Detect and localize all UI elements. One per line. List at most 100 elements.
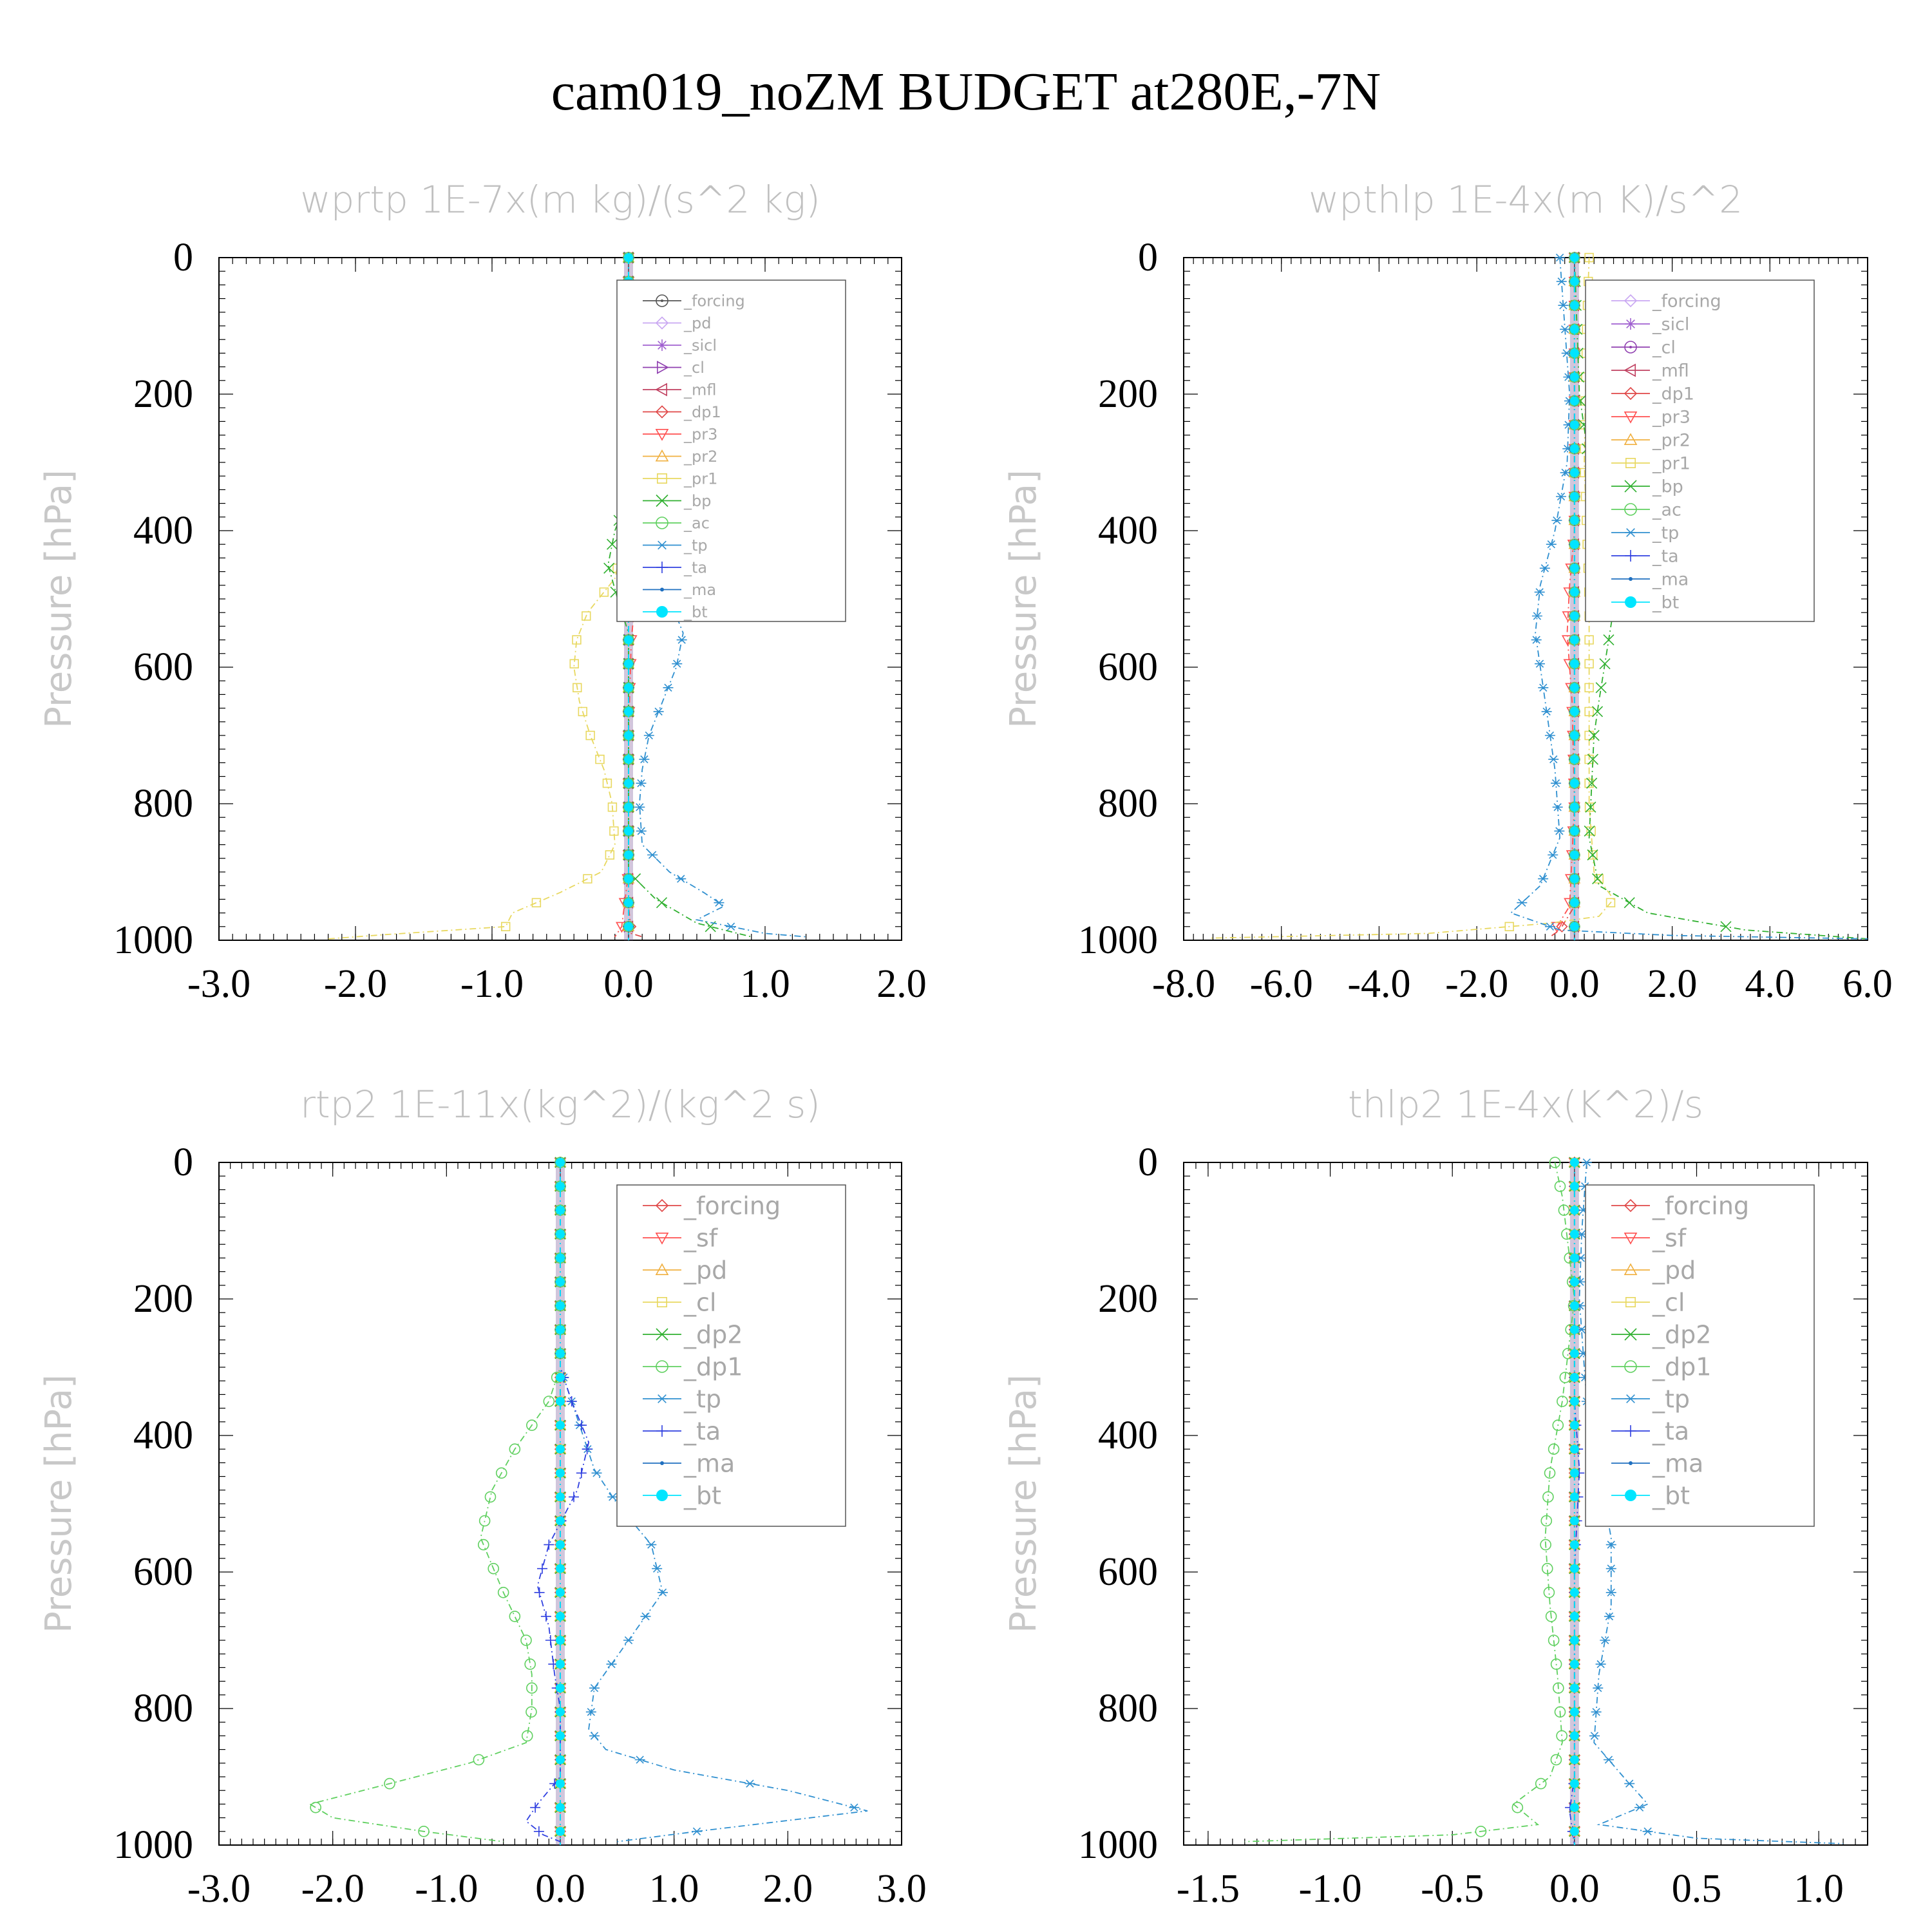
series-marker <box>624 874 633 884</box>
series-marker <box>509 1443 521 1455</box>
series-marker <box>1584 659 1594 668</box>
series-marker <box>1605 898 1616 907</box>
legend-box <box>1585 1184 1815 1527</box>
series-marker <box>646 1540 657 1549</box>
x-tick-label: 2.0 <box>876 962 927 1006</box>
series-marker <box>1569 755 1579 764</box>
minor-ticks <box>1183 257 1868 941</box>
series-marker <box>1569 898 1579 907</box>
series-marker <box>1551 779 1562 788</box>
series-marker <box>1552 803 1563 811</box>
legend-label: _ta <box>683 1417 721 1445</box>
legend-marker <box>656 562 668 573</box>
series-marker <box>1586 826 1596 836</box>
panel-title: thlp2 1E-4x(K^2)/s <box>1348 1083 1703 1126</box>
legend-marker <box>656 294 668 307</box>
legend-label: _pr2 <box>1652 430 1690 450</box>
series-marker <box>643 731 654 740</box>
series-marker <box>623 1636 634 1645</box>
series-marker <box>573 683 582 692</box>
legend-label: _ac <box>683 514 710 532</box>
series-marker <box>569 659 579 668</box>
legend-marker <box>1624 386 1638 401</box>
series-marker <box>1624 1779 1635 1788</box>
legend-label: _forcing <box>1652 291 1721 311</box>
legend-label: _pr3 <box>1652 407 1690 427</box>
series-marker <box>556 1277 565 1287</box>
series-marker <box>583 874 592 884</box>
series-marker <box>624 850 633 860</box>
series-marker <box>1569 635 1579 645</box>
series-marker <box>520 1634 532 1646</box>
y-tick-label: 1000 <box>1078 1823 1158 1867</box>
legend-marker <box>1624 433 1638 445</box>
series-marker <box>1569 1516 1579 1526</box>
series-marker <box>1569 1611 1579 1621</box>
series-marker <box>1584 252 1594 263</box>
series-marker <box>1569 779 1579 788</box>
series-line <box>525 1162 590 1842</box>
series-marker <box>1554 1706 1566 1718</box>
panel-title: wpthlp 1E-4x(m K)/s^2 <box>1309 178 1743 222</box>
series-marker <box>1553 1682 1564 1694</box>
series-marker <box>556 1372 565 1382</box>
series-marker <box>1569 1397 1579 1406</box>
legend-marker <box>1625 1490 1636 1501</box>
legend-label: _ta <box>1652 1417 1689 1445</box>
legend-label: _pr1 <box>1652 453 1690 473</box>
series-marker <box>1504 922 1514 931</box>
series-marker <box>1569 1587 1579 1597</box>
series-marker <box>566 1396 577 1406</box>
legend-marker <box>1624 1263 1638 1275</box>
legend-marker <box>1625 458 1636 468</box>
series-marker <box>634 803 645 811</box>
legend-label: _ma <box>683 1449 735 1477</box>
series-marker <box>1569 253 1579 262</box>
series-marker <box>1549 1157 1561 1168</box>
legend-marker <box>655 405 669 419</box>
x-tick-label: 0.0 <box>1549 1867 1600 1911</box>
legend-marker <box>656 606 668 618</box>
legend-label: _bp <box>1652 477 1683 497</box>
y-tick-label: 0 <box>173 1141 193 1184</box>
x-tick-label: 3.0 <box>876 1867 927 1911</box>
legend-marker <box>1625 528 1636 537</box>
series-line <box>1549 258 1575 938</box>
legend-marker <box>661 299 663 302</box>
y-tick-label: 400 <box>1098 1414 1158 1457</box>
series-marker <box>1593 1684 1604 1692</box>
x-tick-label: -1.0 <box>415 1867 478 1911</box>
series-marker <box>556 1444 565 1454</box>
series-marker <box>1546 540 1557 549</box>
series-marker <box>1548 755 1559 764</box>
panel-title: rtp2 1E-11x(kg^2)/(kg^2 s) <box>300 1083 820 1126</box>
series-marker <box>624 706 633 716</box>
legend-marker <box>1625 596 1636 608</box>
series-marker <box>1556 1730 1567 1742</box>
series-marker <box>647 851 658 859</box>
series-marker <box>602 779 612 788</box>
series-marker <box>540 1611 551 1622</box>
x-tick-label: 6.0 <box>1842 962 1893 1006</box>
legend-marker <box>656 516 668 529</box>
series-marker <box>1591 706 1604 717</box>
series-marker <box>310 1801 321 1814</box>
series-marker <box>582 1444 592 1455</box>
series-marker <box>556 1206 565 1215</box>
series-marker <box>556 1182 565 1191</box>
series-marker <box>1539 564 1550 573</box>
series-marker <box>1569 1372 1579 1382</box>
legend-marker <box>655 1198 669 1213</box>
series-marker <box>1569 826 1579 836</box>
series-marker <box>624 683 633 692</box>
legend-box <box>616 279 846 622</box>
series-marker <box>672 659 683 668</box>
chart-panel-3: rtp2 1E-11x(kg^2)/(kg^2 s) Pressure [hPa]… <box>38 1083 927 1911</box>
series-marker <box>605 850 615 860</box>
series-marker <box>1550 1658 1562 1670</box>
series-marker <box>1634 1803 1645 1812</box>
series-marker <box>556 1421 565 1430</box>
legend-label: _ta <box>683 558 707 576</box>
legend-marker <box>1629 1461 1633 1465</box>
